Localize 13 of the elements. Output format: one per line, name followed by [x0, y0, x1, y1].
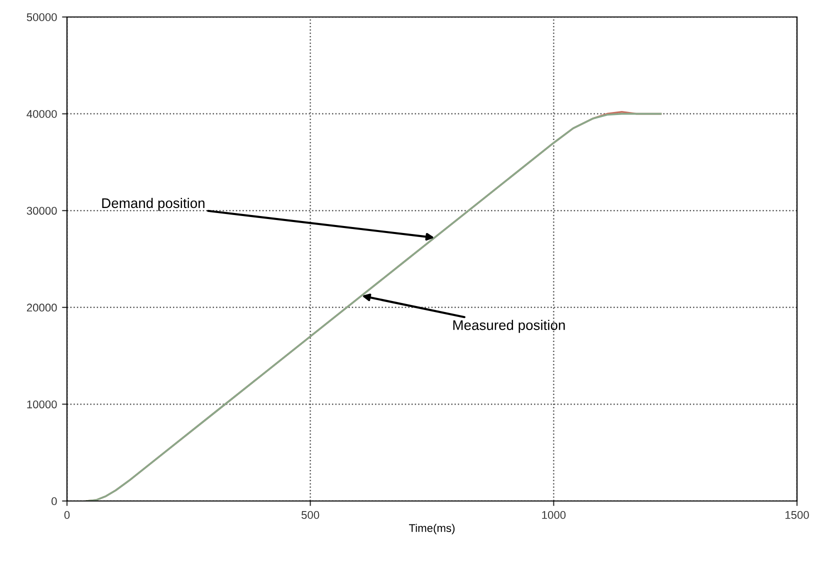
- x-axis-title: Time(ms): [409, 524, 455, 534]
- x-tick-label: 1000: [542, 511, 566, 519]
- y-tick-label: 0: [52, 497, 57, 506]
- x-tick-label: 0: [64, 511, 70, 519]
- y-tick-label: 30000: [26, 206, 57, 215]
- y-tick-label: 50000: [26, 13, 57, 22]
- y-tick-label: 40000: [26, 110, 57, 118]
- annotation: Demand position: [102, 198, 204, 211]
- annotation: Measured position: [453, 320, 565, 333]
- y-tick-label: 20000: [26, 304, 57, 312]
- x-tick-label: 500: [302, 511, 320, 519]
- y-tick-label: 10000: [27, 400, 57, 408]
- x-tick-label: 1500: [785, 511, 809, 519]
